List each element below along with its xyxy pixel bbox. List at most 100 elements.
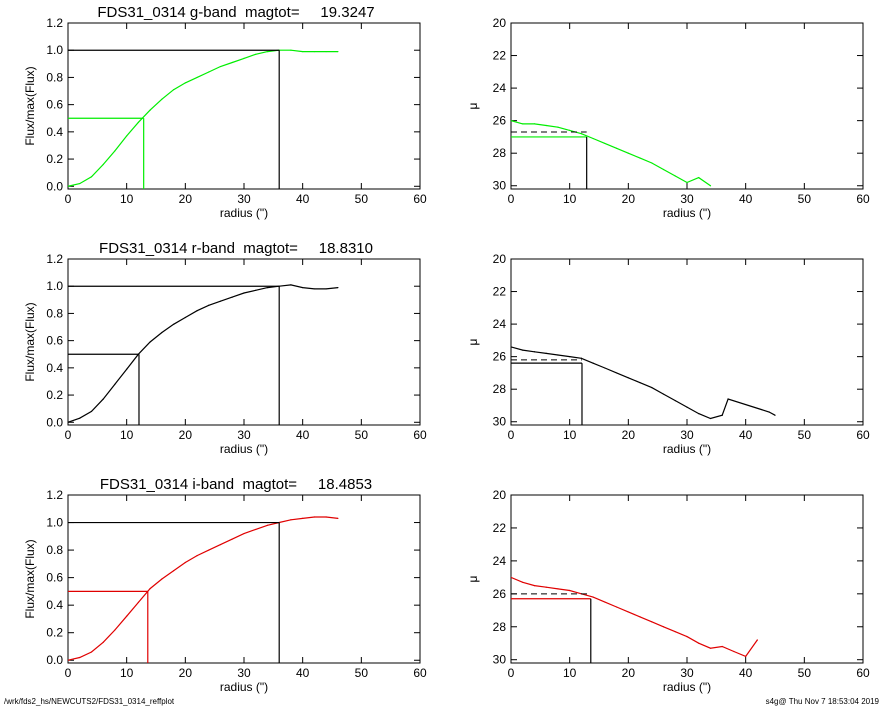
data-point <box>709 417 712 420</box>
data-point <box>90 176 93 178</box>
x-tick-label: 20 <box>179 192 193 206</box>
data-point <box>616 606 618 608</box>
y-axis-label: μ <box>466 575 480 582</box>
chart-panel-1: 0 10 20 30 40 50 60 0.0 0.2 0.4 0.6 0.8 1.0 1.2 radius… <box>23 4 427 220</box>
y-tick-label: 0.2 <box>46 152 63 166</box>
data-point <box>627 377 629 379</box>
y-tick-label: 0.6 <box>46 334 63 348</box>
data-point <box>592 596 594 598</box>
data-point <box>709 647 712 649</box>
data-point <box>756 639 759 641</box>
data-point <box>545 352 547 354</box>
y-tick-label: 0.8 <box>46 70 63 84</box>
data-point <box>290 49 292 51</box>
x-tick-label: 60 <box>413 192 427 206</box>
data-point <box>302 517 304 520</box>
data-point <box>290 519 292 521</box>
data-point <box>68 185 69 187</box>
y-tick-label: 0.0 <box>46 179 63 193</box>
data-point <box>557 126 559 128</box>
data-point <box>337 517 339 520</box>
x-tick-label: 20 <box>179 428 193 442</box>
data-point <box>114 629 116 631</box>
data-point <box>651 386 653 389</box>
data-point <box>173 570 175 572</box>
data-point <box>79 182 81 185</box>
data-point <box>511 346 512 348</box>
x-tick-label: 30 <box>680 428 694 442</box>
data-point <box>325 288 327 290</box>
data-point <box>569 589 571 592</box>
data-point <box>114 150 116 152</box>
data-point <box>196 76 198 79</box>
data-point <box>604 601 606 603</box>
x-tick-label: 40 <box>296 428 310 442</box>
y-tick-label: 22 <box>493 521 507 535</box>
data-point <box>243 292 245 294</box>
data-point <box>698 642 700 644</box>
y-tick-label: 1.2 <box>46 488 63 502</box>
data-point <box>768 411 770 413</box>
plot-frame <box>67 494 421 664</box>
data-point <box>196 310 198 312</box>
y-tick-label: 0.4 <box>46 125 63 139</box>
y-tick-label: 20 <box>493 488 507 502</box>
data-point <box>208 304 210 306</box>
data-point <box>686 406 688 408</box>
x-tick-label: 50 <box>355 192 369 206</box>
data-point <box>580 133 583 135</box>
x-tick-label: 60 <box>856 666 870 680</box>
y-tick-label: 28 <box>493 620 507 634</box>
x-tick-label: 0 <box>65 666 72 680</box>
data-point <box>184 82 186 84</box>
data-point <box>231 61 233 64</box>
x-axis-label: radius (") <box>663 680 711 694</box>
y-tick-label: 26 <box>493 587 507 601</box>
data-point <box>313 50 315 53</box>
y-tick-label: 1.0 <box>46 516 63 530</box>
y-axis-label: Flux/max(Flux) <box>23 302 37 381</box>
data-point <box>68 659 69 661</box>
data-point <box>102 398 104 400</box>
chart-title: FDS31_0314 r-band magtot= 18.8310 <box>99 240 373 257</box>
data-point <box>557 354 559 356</box>
y-axis-label: μ <box>466 338 480 345</box>
data-point <box>290 284 292 286</box>
data-point <box>674 631 676 633</box>
data-point <box>616 372 618 374</box>
series-line <box>68 49 338 187</box>
data-point <box>627 152 629 154</box>
data-point <box>184 316 186 319</box>
x-tick-label: 50 <box>798 192 812 206</box>
y-tick-label: 24 <box>493 554 507 568</box>
x-tick-label: 40 <box>739 428 753 442</box>
x-tick-label: 20 <box>622 666 636 680</box>
data-point <box>102 163 104 166</box>
x-tick-label: 50 <box>355 428 369 442</box>
plot-frame <box>510 258 864 426</box>
plot-frame <box>510 22 864 190</box>
x-tick-label: 10 <box>120 428 134 442</box>
data-point <box>255 528 257 531</box>
data-point <box>161 98 163 100</box>
y-tick-label: 20 <box>493 16 507 30</box>
y-tick-label: 0.4 <box>46 361 63 375</box>
y-tick-label: 22 <box>493 49 507 63</box>
x-tick-label: 40 <box>296 666 310 680</box>
data-point <box>616 147 618 149</box>
plot-frame <box>67 22 421 190</box>
series-line <box>68 284 338 423</box>
series-line <box>511 576 758 658</box>
data-point <box>114 383 116 385</box>
chart-title: FDS31_0314 i-band magtot= 18.4853 <box>100 476 372 493</box>
x-axis-label: radius (") <box>220 680 268 694</box>
x-tick-label: 0 <box>508 192 515 206</box>
x-tick-label: 10 <box>563 192 577 206</box>
x-tick-label: 50 <box>798 428 812 442</box>
data-point <box>173 89 175 91</box>
data-point <box>569 356 571 358</box>
x-tick-label: 30 <box>237 192 251 206</box>
x-tick-label: 20 <box>179 666 193 680</box>
